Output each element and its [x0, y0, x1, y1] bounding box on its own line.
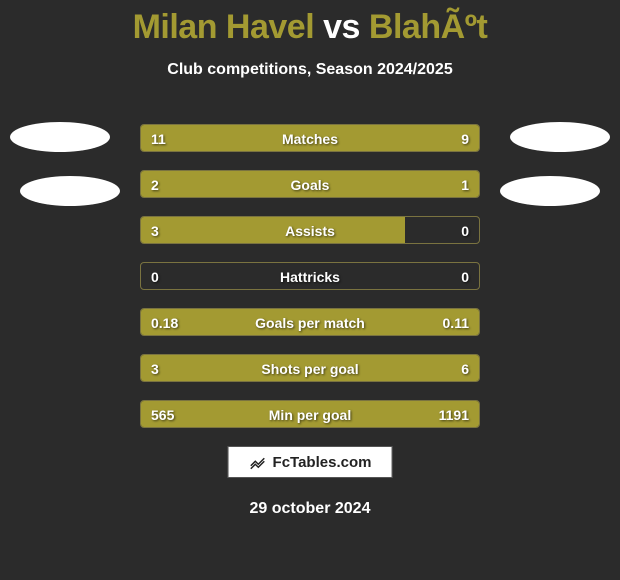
stat-value-right: 0 [461, 217, 469, 243]
stat-label: Matches [141, 125, 479, 151]
stat-value-right: 9 [461, 125, 469, 151]
stat-label: Min per goal [141, 401, 479, 427]
stat-label: Hattricks [141, 263, 479, 289]
stat-label: Goals per match [141, 309, 479, 335]
stat-value-right: 0.11 [443, 309, 469, 335]
decoration-ellipse [510, 122, 610, 152]
vs-text: vs [323, 8, 360, 46]
stat-value-right: 1 [461, 171, 469, 197]
brand-text: FcTables.com [273, 454, 372, 471]
brand-badge: FcTables.com [228, 446, 393, 478]
stat-row: 11Matches9 [140, 124, 480, 152]
stat-value-right: 1191 [439, 401, 469, 427]
decoration-ellipse [10, 122, 110, 152]
stat-label: Shots per goal [141, 355, 479, 381]
stat-label: Goals [141, 171, 479, 197]
chart-icon [249, 453, 267, 471]
decoration-ellipse [500, 176, 600, 206]
player2-name: BlahÃºt [369, 8, 487, 46]
comparison-title: Milan Havel vs BlahÃºt [0, 0, 620, 47]
stats-container: 11Matches92Goals13Assists00Hattricks00.1… [140, 124, 480, 446]
subtitle: Club competitions, Season 2024/2025 [0, 61, 620, 79]
stat-row: 3Assists0 [140, 216, 480, 244]
stat-label: Assists [141, 217, 479, 243]
stat-value-right: 0 [461, 263, 469, 289]
stat-value-right: 6 [461, 355, 469, 381]
date-text: 29 october 2024 [0, 500, 620, 518]
decoration-ellipse [20, 176, 120, 206]
stat-row: 0.18Goals per match0.11 [140, 308, 480, 336]
stat-row: 3Shots per goal6 [140, 354, 480, 382]
stat-row: 0Hattricks0 [140, 262, 480, 290]
stat-row: 565Min per goal1191 [140, 400, 480, 428]
player1-name: Milan Havel [133, 8, 315, 46]
stat-row: 2Goals1 [140, 170, 480, 198]
